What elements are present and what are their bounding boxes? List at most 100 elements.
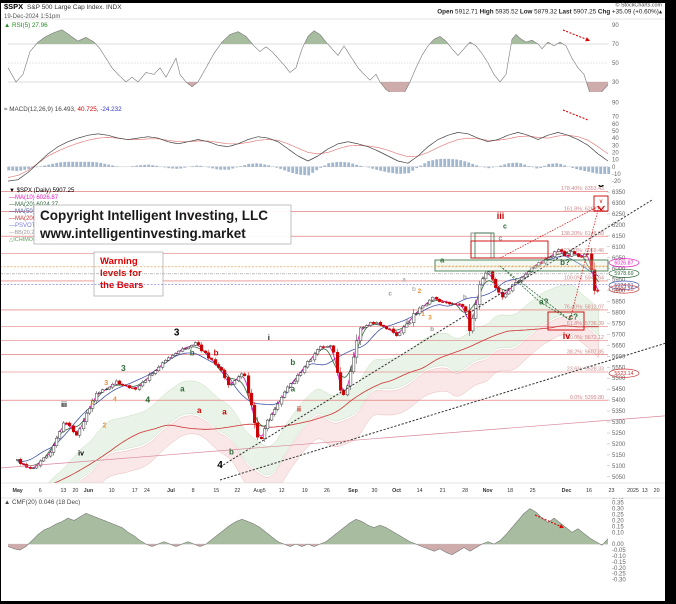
svg-text:b?: b? bbox=[560, 258, 570, 267]
svg-text:Jun: Jun bbox=[84, 488, 93, 494]
svg-text:iii: iii bbox=[497, 211, 505, 221]
svg-text:5400: 5400 bbox=[612, 398, 626, 404]
svg-text:6350: 6350 bbox=[612, 190, 626, 196]
svg-text:5150: 5150 bbox=[612, 453, 626, 459]
svg-text:5350: 5350 bbox=[612, 409, 626, 415]
svg-text:$SPX: $SPX bbox=[4, 2, 23, 11]
svg-text:70: 70 bbox=[612, 115, 619, 121]
svg-text:5200: 5200 bbox=[612, 442, 626, 448]
svg-text:6100: 6100 bbox=[612, 245, 626, 251]
svg-text:90: 90 bbox=[612, 23, 619, 29]
svg-text:50: 50 bbox=[612, 61, 619, 67]
svg-text:▼ $SPX (Daily) 5907.25: ▼ $SPX (Daily) 5907.25 bbox=[9, 188, 75, 194]
svg-text:8: 8 bbox=[192, 488, 195, 494]
svg-text:3: 3 bbox=[428, 314, 432, 321]
svg-text:3: 3 bbox=[121, 363, 126, 373]
svg-text:c: c bbox=[499, 236, 503, 243]
svg-text:4: 4 bbox=[113, 397, 117, 404]
svg-text:Oct: Oct bbox=[392, 488, 401, 494]
svg-text:Jul: Jul bbox=[167, 488, 175, 494]
svg-text:5800: 5800 bbox=[612, 311, 626, 317]
svg-text:5600: 5600 bbox=[612, 354, 626, 360]
svg-text:b: b bbox=[290, 358, 295, 367]
svg-text:1: 1 bbox=[421, 311, 425, 318]
svg-text:5907.25: 5907.25 bbox=[614, 287, 633, 293]
svg-text:76.40%: 5812.07: 76.40%: 5812.07 bbox=[564, 305, 604, 311]
svg-text:May: May bbox=[12, 488, 22, 494]
svg-text:v: v bbox=[600, 199, 603, 205]
svg-text:30: 30 bbox=[372, 488, 378, 494]
svg-text:5450: 5450 bbox=[612, 387, 626, 393]
svg-text:S&P 500 Large Cap Index. INDX: S&P 500 Large Cap Index. INDX bbox=[27, 4, 122, 11]
svg-text:16: 16 bbox=[586, 488, 592, 494]
svg-text:b: b bbox=[463, 294, 467, 301]
svg-text:Nov: Nov bbox=[483, 488, 493, 494]
svg-text:13: 13 bbox=[642, 488, 648, 494]
svg-text:a: a bbox=[402, 277, 406, 284]
svg-text:3: 3 bbox=[174, 328, 180, 339]
svg-text:17: 17 bbox=[132, 488, 138, 494]
svg-text:b: b bbox=[430, 326, 434, 333]
svg-text:4: 4 bbox=[145, 395, 150, 405]
svg-text:Sep: Sep bbox=[348, 488, 358, 494]
svg-text:5850: 5850 bbox=[612, 300, 626, 306]
svg-text:a: a bbox=[222, 407, 227, 416]
svg-text:b: b bbox=[190, 348, 195, 357]
svg-text:60: 60 bbox=[612, 122, 619, 128]
svg-text:b: b bbox=[412, 286, 416, 293]
svg-text:25: 25 bbox=[530, 488, 536, 494]
svg-text:c?: c? bbox=[569, 312, 578, 321]
svg-text:5250: 5250 bbox=[612, 431, 626, 437]
svg-text:the Bears: the Bears bbox=[100, 280, 143, 291]
svg-text:a: a bbox=[405, 318, 409, 325]
svg-text:5300: 5300 bbox=[612, 420, 626, 426]
svg-text:90: 90 bbox=[612, 100, 619, 106]
svg-text:12: 12 bbox=[279, 488, 285, 494]
svg-text:23: 23 bbox=[609, 488, 615, 494]
svg-text:50: 50 bbox=[612, 129, 619, 135]
svg-text:6300: 6300 bbox=[612, 201, 626, 207]
svg-text:i: i bbox=[268, 335, 270, 342]
svg-text:6150: 6150 bbox=[612, 234, 626, 240]
svg-text:0.0%: 5399.80: 0.0%: 5399.80 bbox=[570, 395, 604, 401]
svg-text:70: 70 bbox=[612, 42, 619, 48]
svg-text:0.10: 0.10 bbox=[612, 530, 624, 536]
svg-text:-0.30: -0.30 bbox=[612, 578, 626, 584]
svg-text:6026.87: 6026.87 bbox=[614, 261, 633, 267]
svg-text:6200: 6200 bbox=[612, 223, 626, 229]
svg-text:138.20%: 6148.39: 138.20%: 6148.39 bbox=[561, 231, 604, 237]
svg-text:15: 15 bbox=[213, 488, 219, 494]
svg-text:26: 26 bbox=[324, 488, 330, 494]
svg-text:iii: iii bbox=[61, 402, 67, 409]
svg-text:Copyright Intelligent Investin: Copyright Intelligent Investing, LLC bbox=[40, 208, 268, 223]
svg-text:5523.14: 5523.14 bbox=[614, 371, 633, 377]
svg-text:5978.69: 5978.69 bbox=[614, 271, 633, 277]
svg-text:c: c bbox=[503, 223, 507, 230]
svg-text:22: 22 bbox=[234, 488, 240, 494]
svg-text:b: b bbox=[229, 447, 234, 456]
svg-text:20: 20 bbox=[654, 488, 660, 494]
svg-text:20: 20 bbox=[72, 488, 78, 494]
svg-text:5050: 5050 bbox=[612, 475, 626, 481]
svg-text:a?: a? bbox=[539, 297, 548, 306]
svg-text:▲ CMF(20) 0.046 (18 Dec): ▲ CMF(20) 0.046 (18 Dec) bbox=[4, 499, 80, 506]
svg-text:3: 3 bbox=[104, 380, 108, 387]
svg-text:30: 30 bbox=[612, 80, 619, 86]
svg-text:-20: -20 bbox=[612, 179, 621, 185]
svg-text:Aug5: Aug5 bbox=[253, 488, 265, 494]
svg-text:b: b bbox=[214, 348, 219, 357]
svg-text:1: 1 bbox=[90, 400, 94, 407]
svg-text:2: 2 bbox=[418, 288, 422, 295]
svg-text:www.intelligentinvesting.marke: www.intelligentinvesting.market bbox=[39, 226, 246, 241]
svg-text:a: a bbox=[197, 406, 202, 415]
svg-text:6: 6 bbox=[39, 488, 42, 494]
svg-text:iv: iv bbox=[78, 450, 84, 457]
svg-text:4: 4 bbox=[217, 460, 223, 471]
svg-text:24: 24 bbox=[144, 488, 150, 494]
svg-text:38.2%: 5607.85: 38.2%: 5607.85 bbox=[567, 349, 604, 355]
svg-text:5750: 5750 bbox=[612, 322, 626, 328]
svg-text:14: 14 bbox=[417, 488, 423, 494]
svg-text:20: 20 bbox=[612, 150, 619, 156]
svg-text:10: 10 bbox=[612, 158, 619, 164]
svg-text:19: 19 bbox=[302, 488, 308, 494]
